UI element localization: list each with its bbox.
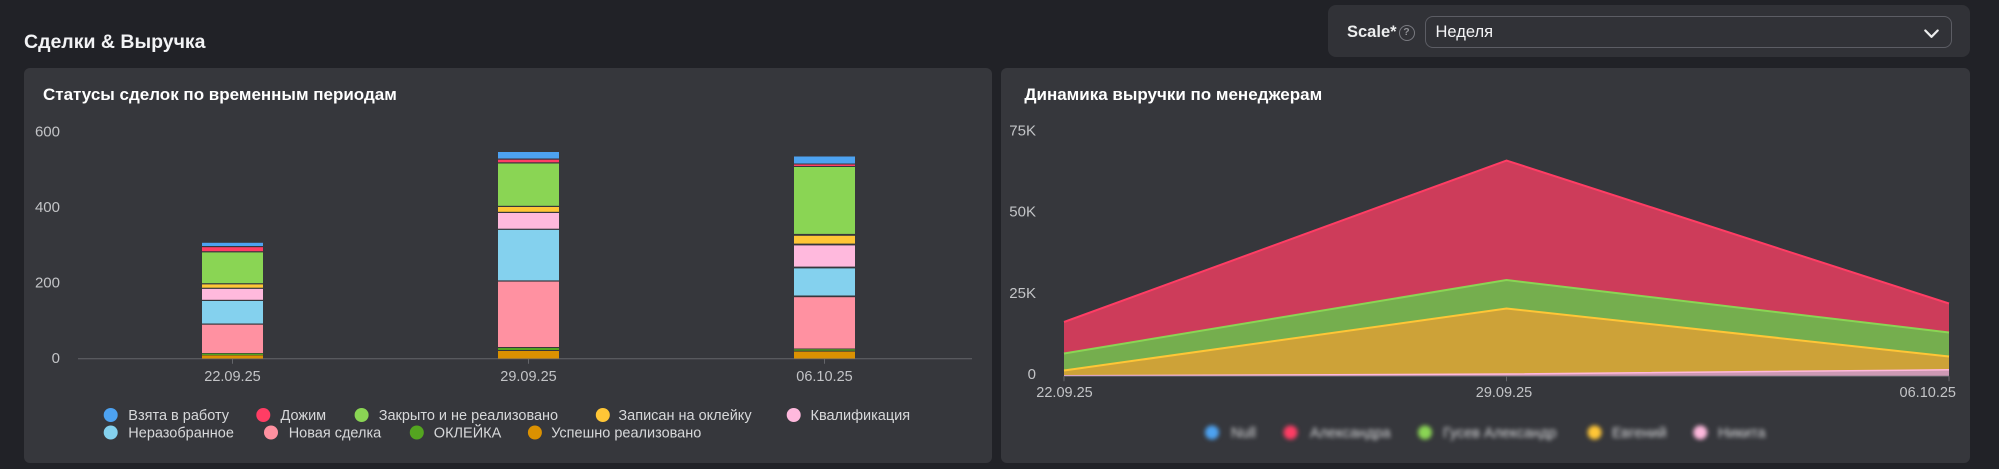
svg-text:0: 0 — [1028, 366, 1036, 383]
svg-text:600: 600 — [35, 124, 60, 141]
svg-text:0: 0 — [52, 350, 60, 367]
svg-text:Записан на оклейку: Записан на оклейку — [618, 408, 752, 424]
svg-text:200: 200 — [35, 275, 60, 292]
svg-text:22.09.25: 22.09.25 — [204, 369, 260, 385]
svg-text:06.10.25: 06.10.25 — [796, 369, 852, 385]
svg-text:Дожим: Дожим — [281, 408, 327, 424]
svg-text:Null: Null — [1231, 426, 1256, 442]
svg-text:Взята в работу: Взята в работу — [128, 408, 229, 424]
svg-text:Неразобранное: Неразобранное — [128, 426, 234, 442]
svg-text:29.09.25: 29.09.25 — [500, 369, 556, 385]
svg-text:75K: 75K — [1009, 123, 1036, 140]
svg-text:25K: 25K — [1009, 285, 1036, 302]
svg-text:Квалификация: Квалификация — [811, 408, 911, 424]
svg-text:Динамика выручки по менеджерам: Динамика выручки по менеджерам — [1024, 85, 1322, 104]
svg-text:06.10.25: 06.10.25 — [1900, 385, 1956, 401]
svg-text:Закрыто и не реализовано: Закрыто и не реализовано — [379, 408, 558, 424]
svg-text:29.09.25: 29.09.25 — [1476, 385, 1532, 401]
svg-text:Никита: Никита — [1718, 426, 1766, 442]
svg-text:Евгений: Евгений — [1612, 426, 1667, 442]
svg-text:ОКЛЕЙКА: ОКЛЕЙКА — [434, 424, 502, 442]
svg-text:Успешно реализовано: Успешно реализовано — [551, 426, 701, 442]
svg-text:50K: 50K — [1009, 204, 1036, 221]
svg-text:22.09.25: 22.09.25 — [1036, 385, 1092, 401]
svg-text:400: 400 — [35, 199, 60, 216]
svg-text:Новая сделка: Новая сделка — [289, 426, 382, 442]
svg-text:Александра: Александра — [1310, 426, 1392, 442]
svg-text:Статусы сделок по временным пе: Статусы сделок по временным периодам — [43, 85, 397, 104]
svg-text:Гусев Александр: Гусев Александр — [1443, 426, 1557, 442]
